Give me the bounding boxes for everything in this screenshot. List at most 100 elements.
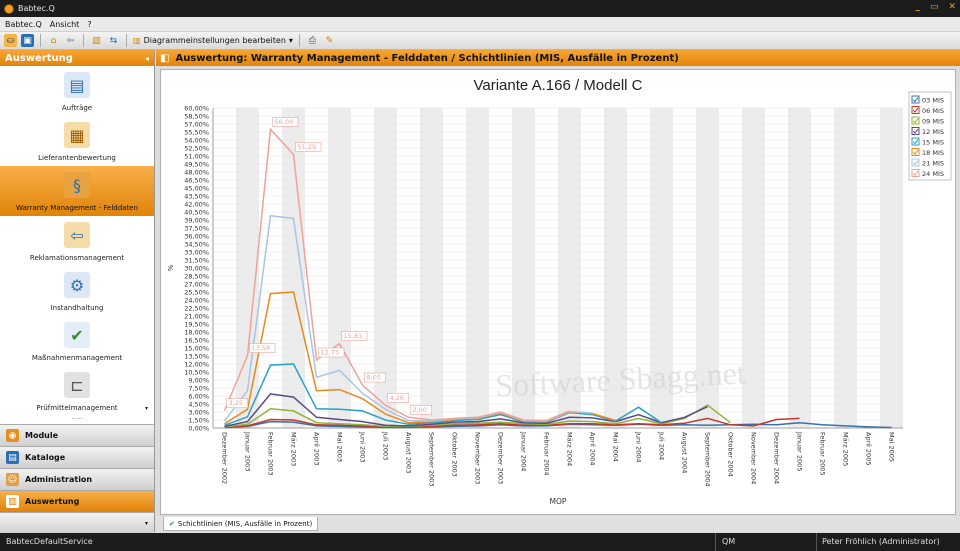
y-tick-label: 19,50% bbox=[184, 321, 209, 329]
y-tick-label: 37,50% bbox=[184, 225, 209, 233]
status-bar: BabtecDefaultService QM Peter Fröhlich (… bbox=[0, 533, 960, 551]
x-tick-label: September 2003 bbox=[428, 432, 436, 487]
y-tick-label: 15,00% bbox=[184, 345, 209, 353]
view-icon[interactable]: ▣ bbox=[21, 34, 34, 47]
toolbar: ⛀ ▣ ⌂ ⇦ ▥ ⇆ ▥ Diagrammeinstellungen bear… bbox=[0, 32, 960, 50]
legend-check-icon bbox=[912, 160, 919, 166]
y-tick-label: 16,50% bbox=[184, 337, 209, 345]
section-overflow[interactable]: ▾ bbox=[0, 512, 154, 534]
series-line bbox=[224, 393, 708, 428]
menu-help[interactable]: ? bbox=[87, 19, 92, 29]
chart-page-icon: ◧ bbox=[160, 52, 170, 64]
menu-ansicht[interactable]: Ansicht bbox=[49, 19, 80, 29]
toolbar-separator bbox=[83, 34, 84, 47]
toolbar-separator bbox=[40, 34, 41, 47]
collapse-icon[interactable]: ◂ bbox=[144, 53, 149, 63]
sidebar-title: Auswertung bbox=[5, 52, 73, 64]
menu-babtec[interactable]: Babtec.Q bbox=[5, 19, 42, 29]
splitter-grip[interactable]: ····· bbox=[71, 415, 83, 423]
chart-settings-button[interactable]: ▥ Diagrammeinstellungen bearbeiten ▾ bbox=[133, 36, 293, 45]
legend-checkbox bbox=[911, 127, 920, 135]
series-line bbox=[224, 417, 800, 429]
y-tick-label: 25,50% bbox=[184, 289, 209, 297]
data-label: 56,00 bbox=[275, 118, 294, 126]
y-tick-label: 55,50% bbox=[184, 129, 209, 137]
section-auswertung[interactable]: ▥ Auswertung bbox=[0, 490, 154, 512]
legend-label: 21 MIS bbox=[922, 159, 944, 167]
documents-icon: ▤ bbox=[64, 72, 90, 98]
catalog-icon: ▤ bbox=[6, 451, 19, 464]
y-tick-label: 12,00% bbox=[184, 361, 209, 369]
legend-checkbox bbox=[911, 148, 920, 156]
section-module[interactable]: ◉ Module bbox=[0, 424, 154, 446]
status-divider bbox=[816, 533, 817, 551]
x-tick-label: November 2003 bbox=[474, 432, 482, 484]
data-label-box bbox=[249, 343, 276, 353]
maximize-icon[interactable]: ▭ bbox=[929, 2, 939, 12]
return-arrow-icon: ⇦ bbox=[64, 222, 90, 248]
sidebar-item-warranty-management[interactable]: § Warranty Management - Felddaten bbox=[0, 166, 154, 216]
data-label: 3,25 bbox=[229, 399, 243, 407]
sidebar-item-label: Aufträge bbox=[61, 104, 93, 112]
sidebar-item-massnahmenmanagement[interactable]: ✔ Maßnahmenmanagement bbox=[0, 316, 154, 366]
app-logo-icon bbox=[4, 3, 14, 14]
y-tick-label: 30,00% bbox=[184, 265, 209, 273]
sidebar-item-lieferantenbewertung[interactable]: ▦ Lieferantenbewertung bbox=[0, 116, 154, 166]
x-tick-label: Januar 2005 bbox=[796, 431, 804, 471]
home-icon[interactable]: ⌂ bbox=[50, 35, 57, 46]
scroll-down-icon[interactable]: ▾ bbox=[144, 405, 148, 412]
y-tick-label: 4,50% bbox=[188, 401, 209, 409]
data-label-box bbox=[341, 331, 368, 341]
toolbar-separator bbox=[298, 34, 300, 47]
y-tick-label: 21,00% bbox=[184, 313, 209, 321]
tab-schichtlinien[interactable]: ✔ Schichtlinien (MIS, Ausfälle in Prozen… bbox=[163, 517, 319, 531]
sidebar-item-pruefmittelmanagement[interactable]: ⊏ Prüfmittelmanagement ▾ bbox=[0, 366, 154, 416]
x-tick-label: August 2004 bbox=[681, 432, 689, 473]
data-label: 13,58 bbox=[252, 344, 271, 352]
chart-settings-label: Diagrammeinstellungen bearbeiten bbox=[143, 36, 286, 45]
sidebar-item-instandhaltung[interactable]: ⚙ Instandhaltung bbox=[0, 266, 154, 316]
sidebar-header: Auswertung ◂ bbox=[0, 50, 154, 66]
chevron-down-icon: ▾ bbox=[288, 36, 293, 45]
tab-label: Schichtlinien (MIS, Ausfälle in Prozent) bbox=[177, 519, 313, 528]
export-icon[interactable]: ⇆ bbox=[109, 35, 118, 46]
y-tick-label: 9,00% bbox=[188, 377, 209, 385]
close-icon[interactable]: ✕ bbox=[948, 2, 956, 12]
section-administration[interactable]: ☺ Administration bbox=[0, 468, 154, 490]
sidebar-item-label: Prüfmittelmanagement bbox=[36, 404, 118, 412]
y-tick-label: 22,50% bbox=[184, 305, 209, 313]
y-tick-label: 40,50% bbox=[184, 209, 209, 217]
section-kataloge[interactable]: ▤ Kataloge bbox=[0, 446, 154, 468]
sidebar-item-reklamationsmanagement[interactable]: ⇦ Reklamationsmanagement bbox=[0, 216, 154, 266]
x-tick-label: Juli 2003 bbox=[382, 431, 390, 460]
x-tick-label: April 2004 bbox=[589, 432, 597, 465]
chart-icon[interactable]: ▥ bbox=[92, 35, 101, 46]
chart-panel: Variante A.166 / Modell C 0,00% 1,50% 3,00%… bbox=[160, 69, 956, 515]
sidebar-item-auftraege[interactable]: ▤ Aufträge bbox=[0, 66, 154, 116]
legend-check-icon bbox=[912, 149, 919, 155]
data-label: 15,81 bbox=[344, 332, 363, 340]
x-tick-label: März 2005 bbox=[842, 432, 850, 466]
x-tick-label: Januar 2003 bbox=[244, 431, 252, 471]
minimize-icon[interactable]: _ bbox=[915, 2, 920, 12]
highlight-icon[interactable]: ✎ bbox=[325, 35, 334, 46]
y-tick-label: 51,00% bbox=[184, 153, 209, 161]
back-icon[interactable]: ⇦ bbox=[66, 35, 75, 46]
content-title: Auswertung: Warranty Management - Feldda… bbox=[175, 52, 679, 64]
legend-check-icon bbox=[912, 118, 919, 124]
y-tick-label: 7,50% bbox=[188, 385, 209, 393]
legend-checkbox bbox=[911, 116, 920, 125]
legend-label: 15 MIS bbox=[922, 138, 944, 146]
chart-settings-icon: ▥ bbox=[133, 36, 141, 45]
print-icon[interactable]: ⎙ bbox=[308, 35, 316, 46]
toolbar-separator bbox=[126, 34, 127, 47]
x-tick-label: Juli 2004 bbox=[658, 431, 666, 460]
x-tick-label: März 2004 bbox=[566, 432, 574, 466]
data-label: 4,26 bbox=[390, 394, 404, 402]
legend-label: 06 MIS bbox=[922, 107, 944, 115]
section-label: Auswertung bbox=[25, 497, 80, 506]
x-tick-label: Juni 2004 bbox=[635, 431, 643, 463]
y-tick-label: 34,50% bbox=[184, 241, 209, 249]
new-icon[interactable]: ⛀ bbox=[4, 34, 17, 47]
data-label-box bbox=[226, 398, 249, 408]
